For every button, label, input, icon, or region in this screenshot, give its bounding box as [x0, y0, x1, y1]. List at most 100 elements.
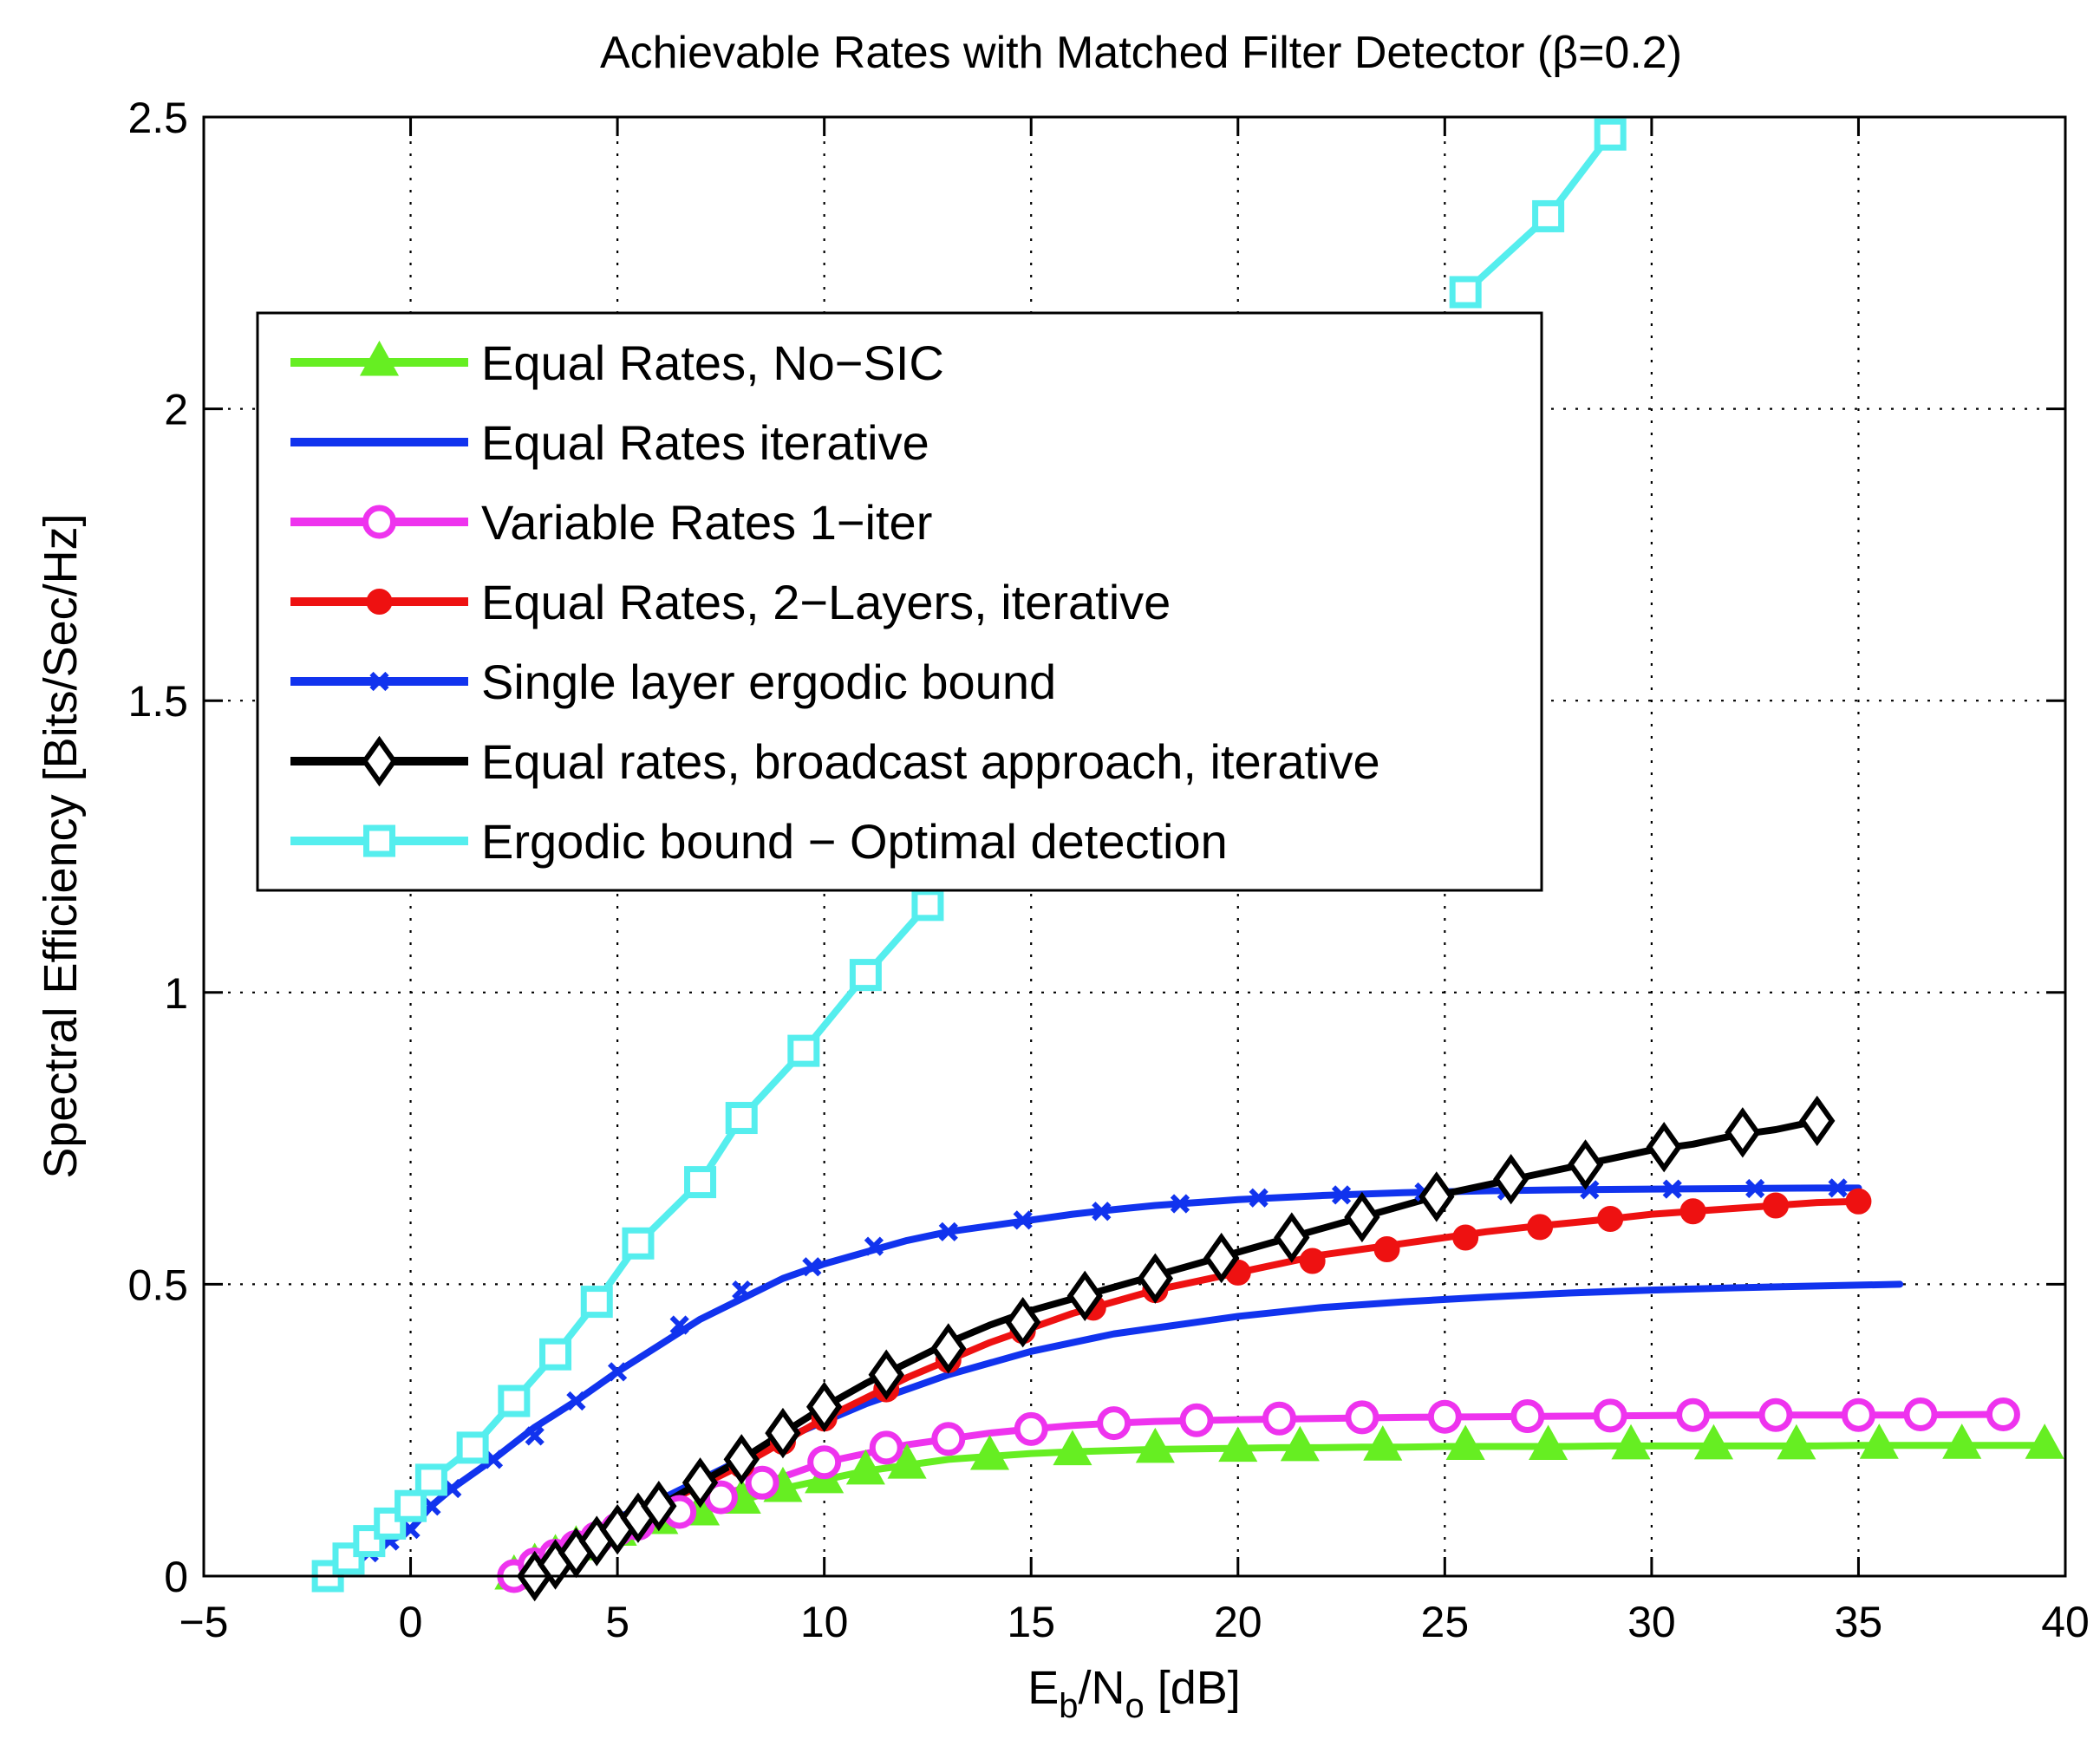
- x-tick-label: 35: [1835, 1598, 1883, 1646]
- series-6-marker: [1532, 199, 1565, 232]
- series-0-marker: [1859, 1423, 1899, 1459]
- series-0-marker: [887, 1443, 927, 1479]
- series-2-marker: [1427, 1399, 1462, 1434]
- x-axis-label-mid: /N: [1078, 1662, 1125, 1714]
- series-5-marker: [641, 1481, 677, 1532]
- y-tick-label: 2: [164, 386, 188, 434]
- series-5-marker: [868, 1349, 904, 1400]
- legend-marker-4: [369, 671, 389, 692]
- series-4-marker: [802, 1257, 822, 1277]
- x-tick-label: −5: [179, 1598, 228, 1646]
- series-5-marker: [1203, 1232, 1240, 1284]
- series-2-marker: [1903, 1397, 1938, 1432]
- series-5-marker: [1799, 1095, 1836, 1147]
- legend-label-6: Ergodic bound − Optimal detection: [481, 814, 1228, 869]
- series-6-marker: [580, 1286, 613, 1319]
- series-3-marker: [1597, 1206, 1624, 1233]
- y-axis-label: Spectral Efficiency [Bits/Sec/Hz]: [35, 513, 87, 1178]
- legend: Equal Rates, No−SIC Equal Rates iterative…: [256, 311, 1543, 892]
- series-4-marker: [732, 1280, 752, 1300]
- series-3-marker: [1845, 1188, 1872, 1215]
- legend-entries: Equal Rates, No−SIC Equal Rates iterative…: [290, 336, 1380, 869]
- series-6-marker: [456, 1431, 489, 1464]
- series-0-marker: [969, 1434, 1010, 1470]
- legend-marker-3: [366, 589, 393, 615]
- series-2-marker: [1179, 1403, 1214, 1437]
- legend-box: [256, 311, 1543, 892]
- series-4-marker: [1170, 1194, 1190, 1214]
- series-2-marker: [1262, 1401, 1296, 1436]
- series-6-marker: [1449, 276, 1482, 309]
- series-4-marker: [1662, 1179, 1682, 1199]
- x-axis-label-tail: [dB]: [1145, 1662, 1241, 1714]
- legend-marker-5: [361, 735, 398, 787]
- plot-frame: [202, 115, 2067, 1578]
- legend-marker-6: [363, 824, 395, 857]
- series-0-marker: [1445, 1424, 1485, 1461]
- series-5-marker: [930, 1323, 967, 1374]
- x-tick-label: 0: [399, 1598, 423, 1646]
- series-6-marker: [539, 1338, 572, 1371]
- series-6-marker: [1594, 118, 1627, 151]
- x-tick-label: 20: [1214, 1598, 1262, 1646]
- series-0-marker: [1611, 1423, 1651, 1460]
- series-5-marker: [682, 1457, 719, 1508]
- series-6-marker: [849, 959, 882, 992]
- series-4-marker: [525, 1426, 545, 1446]
- legend-label-1: Equal Rates iterative: [481, 415, 929, 470]
- series-0-marker: [1529, 1424, 1568, 1461]
- series-4-marker: [669, 1315, 689, 1335]
- axis-ticks: [202, 115, 2067, 1578]
- series-0-marker: [1693, 1423, 1734, 1460]
- x-axis-label-sub1: b: [1059, 1687, 1078, 1725]
- series-6-marker: [498, 1384, 531, 1417]
- x-tick-label: 30: [1627, 1598, 1676, 1646]
- series-4-marker: [1331, 1185, 1352, 1205]
- series-2-marker: [1841, 1397, 1875, 1432]
- series-0-marker: [1218, 1426, 1258, 1463]
- x-tick-label: 10: [800, 1598, 849, 1646]
- x-axis-label-main: E: [1027, 1662, 1059, 1714]
- y-tick-label: 2.5: [127, 94, 188, 142]
- series-6-marker: [395, 1489, 427, 1522]
- series-5-marker: [1567, 1139, 1604, 1190]
- series-6-marker: [787, 1034, 820, 1067]
- series-4-marker: [1745, 1178, 1765, 1199]
- x-tick-label: 5: [605, 1598, 629, 1646]
- series-5-marker: [1137, 1253, 1174, 1304]
- series-5-marker: [1274, 1212, 1310, 1263]
- series-4-marker: [566, 1391, 586, 1411]
- series-2-marker: [1097, 1406, 1132, 1441]
- series-5-marker: [1066, 1270, 1103, 1322]
- series-0-marker: [2025, 1423, 2064, 1459]
- series-3-marker: [1763, 1192, 1790, 1219]
- series-5-marker: [1344, 1191, 1380, 1243]
- x-tick-label: 15: [1007, 1598, 1055, 1646]
- series-3-marker: [1452, 1224, 1479, 1251]
- series-0-marker: [1777, 1423, 1816, 1460]
- x-tick-label: 40: [2041, 1598, 2090, 1646]
- legend-label-0: Equal Rates, No−SIC: [481, 336, 944, 390]
- series-6-marker: [684, 1166, 717, 1199]
- y-tick-label: 1.5: [127, 677, 188, 726]
- series-5-marker: [1725, 1107, 1761, 1158]
- series-6-marker: [353, 1525, 386, 1558]
- series-2-marker: [745, 1465, 779, 1500]
- series-5-marker: [1005, 1296, 1041, 1348]
- series-4-marker: [607, 1362, 628, 1382]
- series-2-marker: [1014, 1411, 1048, 1446]
- series-6-marker: [911, 889, 944, 922]
- chart-title: Achievable Rates with Matched Filter Det…: [600, 28, 1682, 78]
- legend-label-3: Equal Rates, 2−Layers, iterative: [481, 575, 1171, 629]
- legend-label-2: Variable Rates 1−iter: [481, 495, 932, 550]
- series-2-marker: [931, 1422, 966, 1456]
- series-5-marker: [723, 1434, 760, 1485]
- x-axis-label: Eb/No [dB]: [1027, 1662, 1241, 1725]
- series-3-marker: [1679, 1198, 1706, 1225]
- series-0-marker: [1280, 1425, 1320, 1462]
- series-2-marker: [1345, 1400, 1379, 1435]
- series-4-marker: [864, 1236, 884, 1256]
- series-4-marker: [938, 1222, 958, 1241]
- series-5-marker: [805, 1381, 843, 1432]
